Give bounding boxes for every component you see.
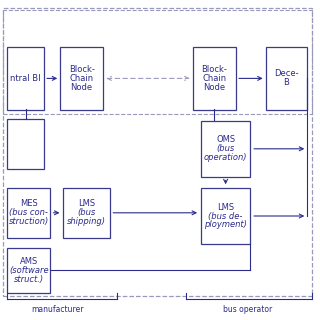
Text: (bus de-: (bus de- bbox=[208, 212, 243, 220]
Text: (bus con-: (bus con- bbox=[9, 208, 48, 217]
Text: operation): operation) bbox=[204, 153, 247, 162]
FancyBboxPatch shape bbox=[201, 188, 250, 244]
Text: Node: Node bbox=[70, 83, 93, 92]
Text: bus operator: bus operator bbox=[223, 305, 273, 314]
FancyBboxPatch shape bbox=[266, 47, 307, 109]
Text: ployment): ployment) bbox=[204, 220, 247, 229]
Text: (bus: (bus bbox=[77, 208, 96, 217]
Text: LMS: LMS bbox=[217, 203, 234, 212]
Text: (software: (software bbox=[9, 266, 49, 275]
Text: Block-: Block- bbox=[69, 65, 94, 74]
FancyBboxPatch shape bbox=[193, 47, 236, 109]
FancyBboxPatch shape bbox=[7, 188, 51, 237]
FancyBboxPatch shape bbox=[63, 188, 109, 237]
Text: LMS: LMS bbox=[78, 199, 95, 208]
Text: ntral BI: ntral BI bbox=[10, 74, 41, 83]
FancyBboxPatch shape bbox=[60, 47, 103, 109]
Text: shipping): shipping) bbox=[67, 217, 106, 226]
FancyBboxPatch shape bbox=[7, 119, 44, 169]
Text: B: B bbox=[284, 78, 289, 87]
Text: OMS: OMS bbox=[216, 135, 235, 144]
Text: struct.): struct.) bbox=[14, 275, 44, 284]
FancyBboxPatch shape bbox=[201, 121, 250, 177]
Text: MES: MES bbox=[20, 199, 38, 208]
Text: Node: Node bbox=[203, 83, 226, 92]
FancyBboxPatch shape bbox=[7, 47, 44, 109]
Text: (bus: (bus bbox=[216, 144, 235, 153]
Text: Dece-: Dece- bbox=[274, 69, 299, 78]
Text: AMS: AMS bbox=[20, 257, 38, 266]
Text: Chain: Chain bbox=[69, 74, 94, 83]
Text: Block-: Block- bbox=[202, 65, 227, 74]
Text: struction): struction) bbox=[9, 217, 49, 226]
Text: Chain: Chain bbox=[202, 74, 227, 83]
FancyBboxPatch shape bbox=[7, 248, 51, 293]
Text: manufacturer: manufacturer bbox=[31, 305, 84, 314]
